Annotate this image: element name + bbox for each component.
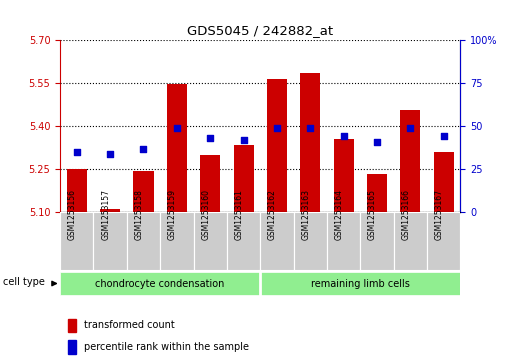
Text: GSM1253157: GSM1253157 xyxy=(101,189,110,240)
Text: GSM1253165: GSM1253165 xyxy=(368,189,377,240)
Text: GSM1253159: GSM1253159 xyxy=(168,189,177,240)
Bar xyxy=(227,212,260,270)
Point xyxy=(139,146,147,151)
Bar xyxy=(68,319,76,332)
Bar xyxy=(394,212,427,270)
Bar xyxy=(60,212,94,270)
Text: transformed count: transformed count xyxy=(84,321,175,330)
Text: GSM1253158: GSM1253158 xyxy=(134,189,143,240)
Text: GSM1253162: GSM1253162 xyxy=(268,189,277,240)
Bar xyxy=(67,169,87,212)
Bar xyxy=(327,212,360,270)
Bar xyxy=(200,155,220,212)
Bar xyxy=(400,110,420,212)
Point xyxy=(306,125,314,131)
Point xyxy=(406,125,414,131)
Text: remaining limb cells: remaining limb cells xyxy=(311,278,410,289)
Bar xyxy=(300,73,320,212)
Text: GSM1253164: GSM1253164 xyxy=(335,189,344,240)
Bar xyxy=(100,209,120,212)
Point xyxy=(173,125,181,131)
Bar xyxy=(293,212,327,270)
Text: GSM1253167: GSM1253167 xyxy=(435,189,444,240)
Text: percentile rank within the sample: percentile rank within the sample xyxy=(84,342,249,352)
Point xyxy=(240,137,248,143)
Text: GSM1253156: GSM1253156 xyxy=(68,189,77,240)
Point xyxy=(373,139,381,144)
Point xyxy=(106,151,115,157)
Bar xyxy=(267,79,287,212)
Title: GDS5045 / 242882_at: GDS5045 / 242882_at xyxy=(187,24,333,37)
Bar xyxy=(434,152,453,212)
Text: cell type: cell type xyxy=(3,277,44,287)
Bar xyxy=(260,212,293,270)
Point xyxy=(272,125,281,131)
Text: GSM1253161: GSM1253161 xyxy=(234,189,244,240)
Text: chondrocyte condensation: chondrocyte condensation xyxy=(96,278,225,289)
Bar xyxy=(68,340,76,354)
Bar xyxy=(160,212,194,270)
Bar xyxy=(60,272,260,295)
Bar xyxy=(194,212,227,270)
Point xyxy=(73,149,81,155)
Text: GSM1253166: GSM1253166 xyxy=(401,189,410,240)
Text: GSM1253163: GSM1253163 xyxy=(301,189,310,240)
Bar xyxy=(94,212,127,270)
Bar xyxy=(360,212,393,270)
Bar xyxy=(233,145,254,212)
Bar xyxy=(367,174,387,212)
Bar xyxy=(427,212,460,270)
Bar xyxy=(334,139,354,212)
Bar xyxy=(260,272,460,295)
Point xyxy=(439,134,448,139)
Point xyxy=(339,134,348,139)
Bar xyxy=(133,171,154,212)
Bar xyxy=(167,84,187,212)
Bar xyxy=(127,212,160,270)
Point xyxy=(206,135,214,141)
Text: GSM1253160: GSM1253160 xyxy=(201,189,210,240)
